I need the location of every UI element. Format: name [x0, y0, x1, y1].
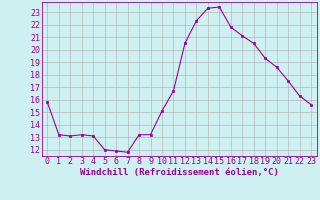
X-axis label: Windchill (Refroidissement éolien,°C): Windchill (Refroidissement éolien,°C)	[80, 168, 279, 177]
